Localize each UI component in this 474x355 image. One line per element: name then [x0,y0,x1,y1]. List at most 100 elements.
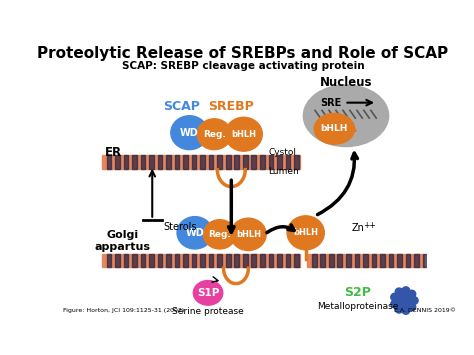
Bar [201,253,205,267]
Bar [235,253,239,267]
Circle shape [402,307,410,314]
Circle shape [395,288,403,296]
Ellipse shape [197,119,231,149]
Ellipse shape [225,117,262,151]
Bar [141,155,145,169]
Text: SRE: SRE [320,98,341,108]
Bar [209,155,213,169]
Text: Serine protease: Serine protease [172,307,244,316]
Bar [380,253,385,267]
Text: S2P: S2P [344,286,371,299]
Text: SREBP: SREBP [209,100,254,113]
Text: S1P: S1P [197,288,219,298]
Bar [201,155,205,169]
Text: ER: ER [105,146,122,159]
Bar [175,155,179,169]
Bar [192,253,196,267]
Bar [158,253,162,267]
Bar [372,253,376,267]
Bar [107,253,111,267]
Bar [260,253,264,267]
Bar [285,253,290,267]
Bar [218,155,222,169]
Circle shape [410,297,418,304]
Bar [235,155,239,169]
Bar [277,253,282,267]
Ellipse shape [303,85,389,147]
Text: Zn: Zn [351,223,364,233]
Ellipse shape [203,220,236,249]
Circle shape [408,290,416,298]
Bar [149,155,154,169]
Bar [132,253,137,267]
Bar [102,155,300,169]
Bar [285,155,290,169]
Bar [192,155,196,169]
Bar [149,253,154,267]
Ellipse shape [314,114,355,144]
Bar [397,253,402,267]
Text: bHLH: bHLH [231,130,256,139]
Bar [243,155,247,169]
Bar [251,253,256,267]
Text: E.A. DENNIS 2019©: E.A. DENNIS 2019© [394,308,456,313]
Bar [124,253,128,267]
Bar [312,253,317,267]
Text: ++: ++ [363,220,375,230]
Text: Reg.: Reg. [203,130,226,139]
Bar [423,253,428,267]
Bar [166,155,171,169]
Circle shape [395,305,403,313]
Bar [320,253,325,267]
Bar [260,155,264,169]
Bar [346,253,351,267]
Bar [329,253,334,267]
Text: Sterols: Sterols [164,222,197,233]
Text: bHLH: bHLH [236,230,261,239]
Text: bHLH: bHLH [293,228,318,237]
Bar [107,155,111,169]
Circle shape [408,303,416,311]
Bar [166,253,171,267]
Text: Reg.: Reg. [208,230,231,239]
Bar [337,253,342,267]
Bar [102,253,300,267]
Bar [414,253,419,267]
Bar [389,253,393,267]
Bar [218,253,222,267]
Bar [307,253,423,267]
Circle shape [391,293,399,301]
Bar [209,253,213,267]
Ellipse shape [193,280,223,305]
Text: SCAP: SREBP cleavage activating protein: SCAP: SREBP cleavage activating protein [122,61,364,71]
Text: Cystol: Cystol [268,148,297,157]
Bar [132,155,137,169]
Text: Metalloproteinase: Metalloproteinase [317,302,398,311]
Bar [141,253,145,267]
Bar [294,155,299,169]
Text: Golgi
appartus: Golgi appartus [95,230,151,252]
Text: WD: WD [180,128,199,138]
Bar [268,155,273,169]
Bar [243,253,247,267]
Bar [226,253,230,267]
Text: bHLH: bHLH [321,124,348,133]
Bar [158,155,162,169]
Ellipse shape [230,218,266,251]
Bar [226,155,230,169]
Text: Nucleus: Nucleus [320,76,372,89]
Bar [355,253,359,267]
Ellipse shape [171,116,208,149]
Circle shape [402,287,410,295]
Bar [294,253,299,267]
Text: SCAP: SCAP [163,100,200,113]
Text: WD: WD [185,228,204,238]
Bar [115,155,120,169]
Circle shape [391,300,399,308]
Text: Figure: Horton, JCI 109:1125-31 (2002): Figure: Horton, JCI 109:1125-31 (2002) [63,308,184,313]
Circle shape [395,291,413,310]
Bar [363,253,368,267]
Text: Proteolytic Release of SREBPs and Role of SCAP: Proteolytic Release of SREBPs and Role o… [37,46,448,61]
Bar [175,253,179,267]
Ellipse shape [287,216,324,250]
